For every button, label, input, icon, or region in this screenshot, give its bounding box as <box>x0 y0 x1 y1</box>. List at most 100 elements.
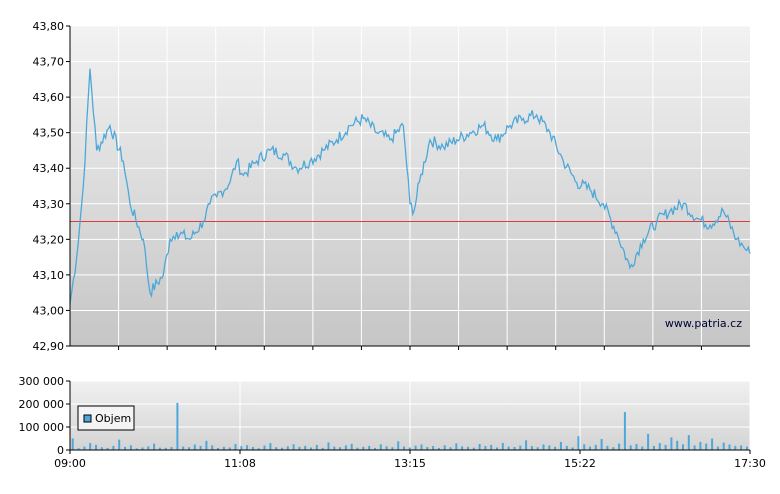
volume-bar <box>403 446 405 450</box>
volume-bar <box>281 447 283 450</box>
volume-legend: Objem <box>77 405 135 431</box>
volume-bar <box>496 447 498 450</box>
volume-bar <box>251 447 254 450</box>
volume-bar <box>257 448 260 450</box>
volume-y-tick-label: 0 <box>57 444 64 457</box>
volume-bar <box>606 445 609 450</box>
volume-bar <box>112 445 115 450</box>
volume-bar <box>246 445 249 450</box>
volume-bar <box>716 446 719 450</box>
volume-bar <box>199 445 202 450</box>
volume-bar <box>507 446 510 450</box>
price-y-tick-label: 43,10 <box>33 269 65 282</box>
price-series-line <box>69 68 751 304</box>
volume-bar <box>379 444 382 451</box>
volume-bar <box>100 447 103 450</box>
volume-bar <box>275 447 278 450</box>
volume-bar <box>548 445 551 450</box>
volume-bar <box>95 444 97 450</box>
volume-bar <box>490 444 493 450</box>
volume-bar <box>501 442 504 450</box>
volume-bar <box>141 447 144 450</box>
volume-bar <box>647 433 650 450</box>
volume-bar <box>652 445 655 450</box>
volume-bar <box>333 446 336 450</box>
volume-panel: 300 000 200 000 100 000 0 09:00 11:08 13:15 15… <box>19 375 766 470</box>
volume-y-axis-ticks: 300 000 200 000 100 000 0 <box>19 375 70 457</box>
volume-bar <box>344 445 347 450</box>
price-panel: 43,80 43,70 43,60 43,50 43,40 43,30 43,20 43,10… <box>33 20 751 353</box>
volume-bar <box>385 446 388 450</box>
volume-bar <box>356 447 359 450</box>
volume-bar <box>147 446 150 450</box>
volume-bar <box>472 447 475 450</box>
volume-bar <box>263 445 266 450</box>
volume-bar <box>542 444 545 450</box>
volume-bar <box>124 446 127 450</box>
volume-bar <box>641 446 644 450</box>
volume-bar <box>519 445 522 450</box>
volume-bar <box>449 447 452 450</box>
volume-bar <box>158 447 161 450</box>
volume-bar <box>513 447 516 450</box>
price-y-tick-label: 43,50 <box>33 127 65 140</box>
volume-bar <box>728 444 731 450</box>
volume-bar <box>530 446 533 450</box>
volume-bar <box>164 447 167 450</box>
volume-bar <box>170 447 173 450</box>
volume-bar <box>554 446 557 450</box>
volume-bar <box>118 439 121 450</box>
volume-bar <box>298 446 301 450</box>
volume-bar <box>71 438 74 450</box>
volume-bar <box>722 442 725 450</box>
volume-bar <box>565 445 568 450</box>
volume-bar <box>664 444 667 450</box>
volume-bar <box>594 444 597 450</box>
volume-bar <box>129 445 132 450</box>
price-y-tick-label: 43,80 <box>33 20 65 33</box>
price-x-axis-ticks <box>118 346 702 350</box>
volume-y-tick-label: 300 000 <box>19 375 65 388</box>
price-y-tick-label: 42,90 <box>33 340 65 353</box>
volume-y-tick-label: 100 000 <box>19 421 65 434</box>
volume-bar <box>77 448 80 450</box>
volume-bar <box>687 435 690 450</box>
volume-bar <box>414 445 417 450</box>
volume-bar <box>618 443 621 450</box>
volume-bars <box>71 402 748 451</box>
volume-bar <box>461 446 464 450</box>
volume-bar <box>292 444 295 451</box>
volume-bar <box>176 402 179 450</box>
volume-bar <box>583 444 586 451</box>
volume-bar <box>670 437 673 450</box>
volume-bar <box>432 446 435 450</box>
volume-bar <box>327 442 330 450</box>
volume-bar <box>315 444 318 450</box>
volume-bar <box>711 438 714 450</box>
volume-bar <box>559 441 562 450</box>
volume-bar <box>571 447 574 450</box>
volume-bar <box>408 447 411 450</box>
price-y-tick-label: 43,00 <box>33 304 65 317</box>
volume-bar <box>217 447 219 450</box>
volume-bar <box>577 436 580 450</box>
price-y-tick-label: 43,20 <box>33 233 65 246</box>
volume-bar <box>443 445 446 450</box>
volume-bar <box>455 443 458 450</box>
volume-bar <box>536 447 539 450</box>
volume-x-tick-label: 11:08 <box>224 457 256 470</box>
volume-bar <box>153 443 156 450</box>
volume-bar <box>83 446 86 450</box>
volume-bar <box>106 447 109 450</box>
volume-bar <box>374 447 376 450</box>
volume-bar <box>484 445 487 450</box>
volume-bar <box>623 412 626 450</box>
legend-swatch-icon <box>83 414 92 423</box>
volume-bar <box>182 446 185 450</box>
volume-bar <box>135 448 138 450</box>
volume-bar <box>240 446 243 450</box>
volume-bar <box>635 444 638 450</box>
volume-bar <box>286 446 289 450</box>
